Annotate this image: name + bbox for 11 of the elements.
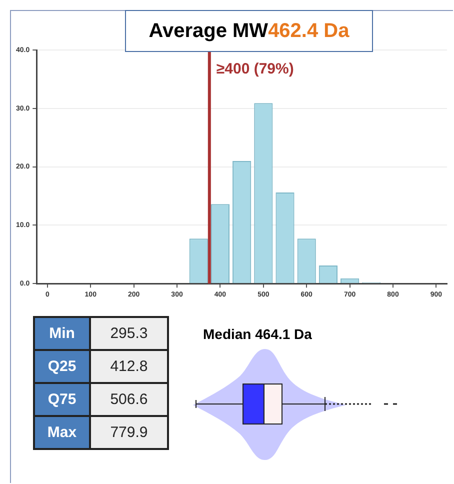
text: 506.6 bbox=[90, 383, 168, 416]
text: Q75 bbox=[34, 383, 90, 416]
text: 412.8 bbox=[90, 350, 168, 383]
text: Q25 bbox=[34, 350, 90, 383]
ref-line-label: ≥400 (79%) bbox=[216, 60, 294, 78]
text: 295.3 bbox=[90, 317, 168, 350]
text: Max bbox=[34, 416, 90, 449]
text: 779.9 bbox=[90, 416, 168, 449]
text: Min bbox=[34, 317, 90, 350]
text: Median 464.1 Da bbox=[203, 326, 312, 342]
chart-title: Average MW462.4 Da bbox=[125, 10, 373, 52]
